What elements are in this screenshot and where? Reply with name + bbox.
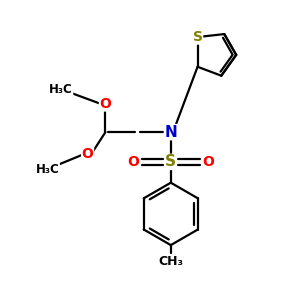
- Text: CH₃: CH₃: [158, 255, 183, 268]
- Text: N: N: [164, 125, 177, 140]
- Text: O: O: [100, 97, 111, 111]
- Text: H₃C: H₃C: [49, 82, 73, 96]
- Text: O: O: [202, 155, 214, 169]
- Text: S: S: [165, 154, 176, 169]
- Text: H₃C: H₃C: [36, 163, 59, 176]
- Text: S: S: [193, 30, 202, 44]
- Text: O: O: [128, 155, 140, 169]
- Text: O: O: [82, 148, 94, 161]
